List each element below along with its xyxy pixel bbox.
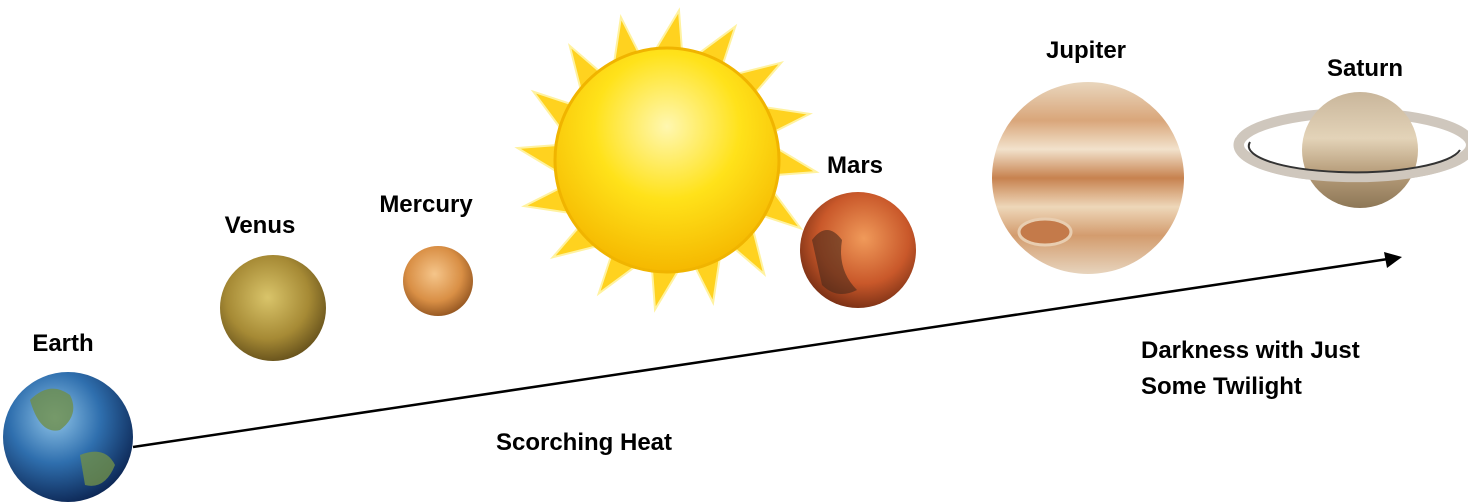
far-annotation-line: Darkness with Just bbox=[1141, 337, 1360, 364]
jupiter-spot bbox=[1019, 219, 1071, 245]
sun bbox=[555, 48, 779, 272]
saturn-label: Saturn bbox=[1327, 55, 1403, 82]
earth-label: Earth bbox=[32, 330, 93, 357]
solar-diagram: Earth Venus Mercury Mars Jupiter Saturn … bbox=[0, 0, 1468, 503]
near-annotation: Scorching Heat bbox=[496, 429, 672, 456]
venus-planet bbox=[220, 255, 326, 361]
arrow-head bbox=[1384, 252, 1402, 268]
earth-planet bbox=[3, 372, 133, 502]
venus-label: Venus bbox=[225, 212, 296, 239]
far-annotation-line: Some Twilight bbox=[1141, 373, 1302, 400]
mercury-planet bbox=[403, 246, 473, 316]
mercury-label: Mercury bbox=[379, 191, 473, 218]
page: Earth Venus Mercury Mars Jupiter Saturn … bbox=[0, 0, 1468, 503]
jupiter-planet bbox=[992, 82, 1184, 274]
mars-label: Mars bbox=[827, 152, 883, 179]
saturn-planet bbox=[1302, 92, 1418, 208]
jupiter-label: Jupiter bbox=[1046, 37, 1126, 64]
